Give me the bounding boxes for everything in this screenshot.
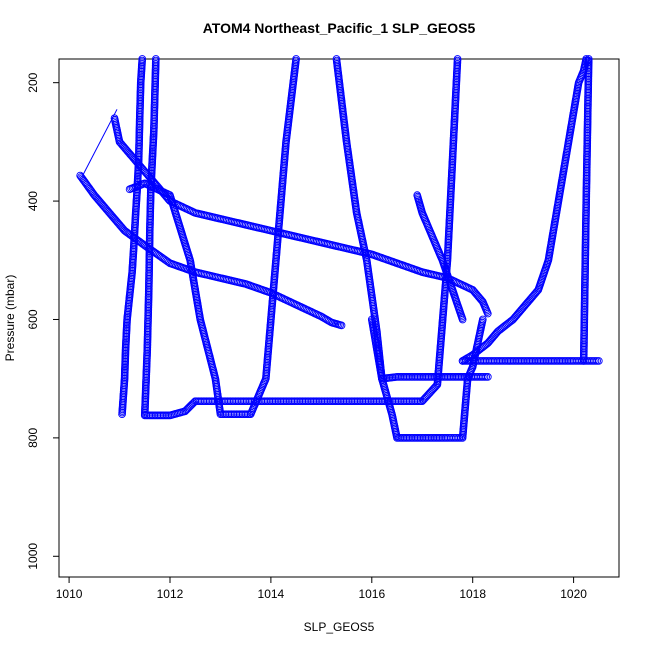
data-point <box>159 254 168 263</box>
data-point <box>158 253 166 262</box>
y-axis: 200 400 600 800 1000 <box>26 72 60 570</box>
x-axis: 1010 1012 1014 1016 1018 1020 <box>56 576 587 601</box>
y-tick-label: 600 <box>26 309 40 329</box>
data-point <box>80 176 88 185</box>
x-tick-label: 1014 <box>258 587 285 601</box>
data-point <box>146 245 154 254</box>
data-point <box>87 187 96 196</box>
data-point <box>76 171 85 180</box>
data-point <box>82 180 91 189</box>
y-axis-label: Pressure (mbar) <box>3 275 17 362</box>
series-line <box>81 109 118 178</box>
x-tick-label: 1010 <box>56 587 83 601</box>
data-point <box>162 256 170 265</box>
data-point <box>86 186 95 194</box>
x-tick-label: 1016 <box>358 587 385 601</box>
data-point <box>81 179 90 188</box>
x-axis-label: SLP_GEOS5 <box>304 620 375 634</box>
data-point <box>154 250 162 259</box>
data-point <box>148 247 157 255</box>
data-point <box>139 240 148 249</box>
x-tick-label: 1012 <box>157 587 184 601</box>
data-point <box>594 357 603 365</box>
data-point <box>160 255 169 264</box>
data-point <box>84 183 93 192</box>
data-point <box>147 246 156 255</box>
y-tick-label: 200 <box>26 72 40 92</box>
data-point <box>152 250 161 258</box>
data-point <box>138 239 147 248</box>
data-point <box>337 321 346 330</box>
data-point <box>85 184 94 193</box>
y-tick-label: 1000 <box>26 543 40 570</box>
data-point <box>453 55 462 63</box>
data-point <box>458 315 467 324</box>
data-point <box>83 182 92 190</box>
data-point <box>151 249 160 257</box>
data-point <box>81 178 89 186</box>
data-point <box>144 244 153 253</box>
x-tick-label: 1020 <box>560 587 587 601</box>
data-point <box>483 309 492 318</box>
data-point <box>78 174 86 183</box>
data-point <box>140 241 149 250</box>
data-point <box>142 242 150 251</box>
data-point <box>483 373 492 381</box>
data-point <box>292 55 300 63</box>
data-points <box>76 55 603 442</box>
chart-title: ATOM4 Northeast_Pacific_1 SLP_GEOS5 <box>203 20 476 36</box>
data-point <box>143 243 152 252</box>
data-point <box>79 175 87 184</box>
data-point <box>77 173 85 181</box>
data-point <box>584 55 593 63</box>
data-point <box>189 399 197 408</box>
x-tick-label: 1018 <box>459 587 486 601</box>
data-point <box>152 55 160 63</box>
y-tick-label: 800 <box>26 428 40 448</box>
y-tick-label: 400 <box>26 191 40 211</box>
data-point <box>155 251 164 260</box>
data-point <box>150 248 158 256</box>
data-point <box>138 55 147 63</box>
data-point <box>156 252 165 261</box>
data-point <box>478 315 487 324</box>
